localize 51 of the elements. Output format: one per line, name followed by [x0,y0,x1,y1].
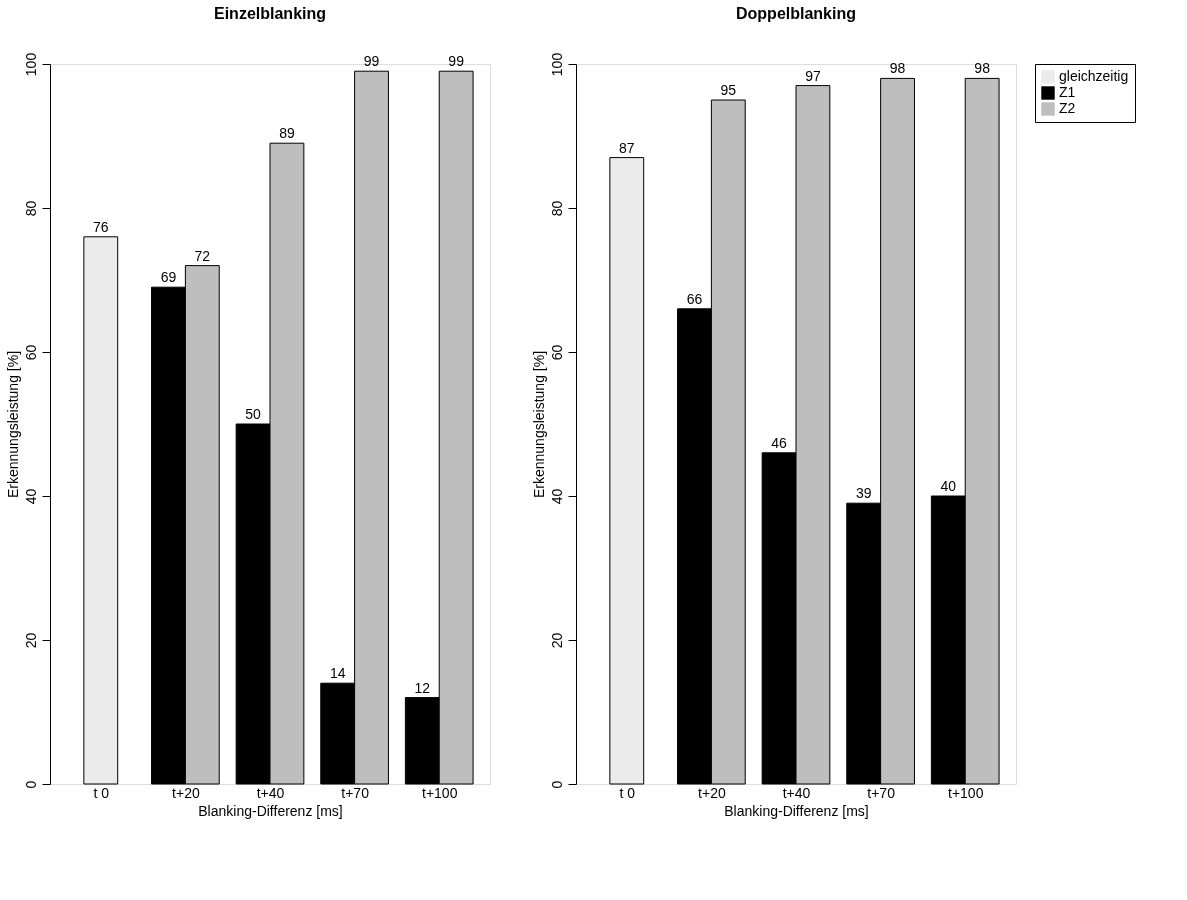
y-tick-label: 40 [548,488,565,505]
x-axis-title: Blanking-Differenz [ms] [198,802,343,819]
y-tick-label: 60 [548,344,565,361]
x-tick-label: t+20 [172,784,200,801]
x-tick-label: t+40 [256,784,285,801]
x-tick-label: t+40 [782,784,811,801]
data-label: 66 [686,290,703,307]
data-label: 97 [805,67,821,84]
x-tick-label: t 0 [619,784,636,801]
x-tick-label: t 0 [93,784,110,801]
y-axis-title: Erkennungsleistung [%] [530,350,547,499]
data-label: 72 [194,247,211,264]
data-label: 69 [160,269,177,286]
data-label: 89 [279,125,295,142]
data-label: 46 [771,434,788,451]
bar [609,157,645,785]
data-label: 98 [974,60,991,77]
data-label: 50 [245,406,262,422]
data-label: 14 [329,665,346,682]
chart-title: Einzelblanking [213,5,327,23]
x-axis-title: Blanking-Differenz [ms] [724,802,869,819]
data-label: 76 [92,218,109,235]
chart-title: Doppelblanking [736,5,856,23]
data-label: 40 [940,478,957,494]
x-tick-label: t+100 [422,784,458,801]
data-label: 98 [889,60,906,77]
bar [83,236,119,785]
data-label: 95 [720,82,737,98]
y-tick-label: 0 [22,780,39,789]
y-axis-title: Erkennungsleistung [%] [4,350,21,499]
y-tick-label: 80 [22,200,39,217]
data-label: 99 [363,53,380,70]
y-tick-label: 100 [22,52,39,77]
y-tick-label: 40 [22,488,39,505]
data-label: 99 [448,53,465,70]
legend-label: gleichzeitig [1059,68,1129,84]
data-label: 39 [855,485,872,502]
x-tick-label: t+70 [867,784,896,801]
data-label: 87 [618,139,635,156]
x-tick-label: t+70 [341,784,370,801]
y-tick-label: 20 [22,632,39,649]
data-label: 12 [414,679,431,696]
x-tick-label: t+20 [698,784,726,801]
y-tick-label: 60 [22,344,39,361]
y-tick-label: 80 [548,200,565,217]
y-tick-label: 20 [548,632,565,649]
legend-label: Z1 [1059,84,1076,100]
y-tick-label: 100 [548,52,565,77]
legend-label: Z2 [1059,100,1076,116]
y-tick-label: 0 [548,780,565,789]
x-tick-label: t+100 [948,784,984,801]
